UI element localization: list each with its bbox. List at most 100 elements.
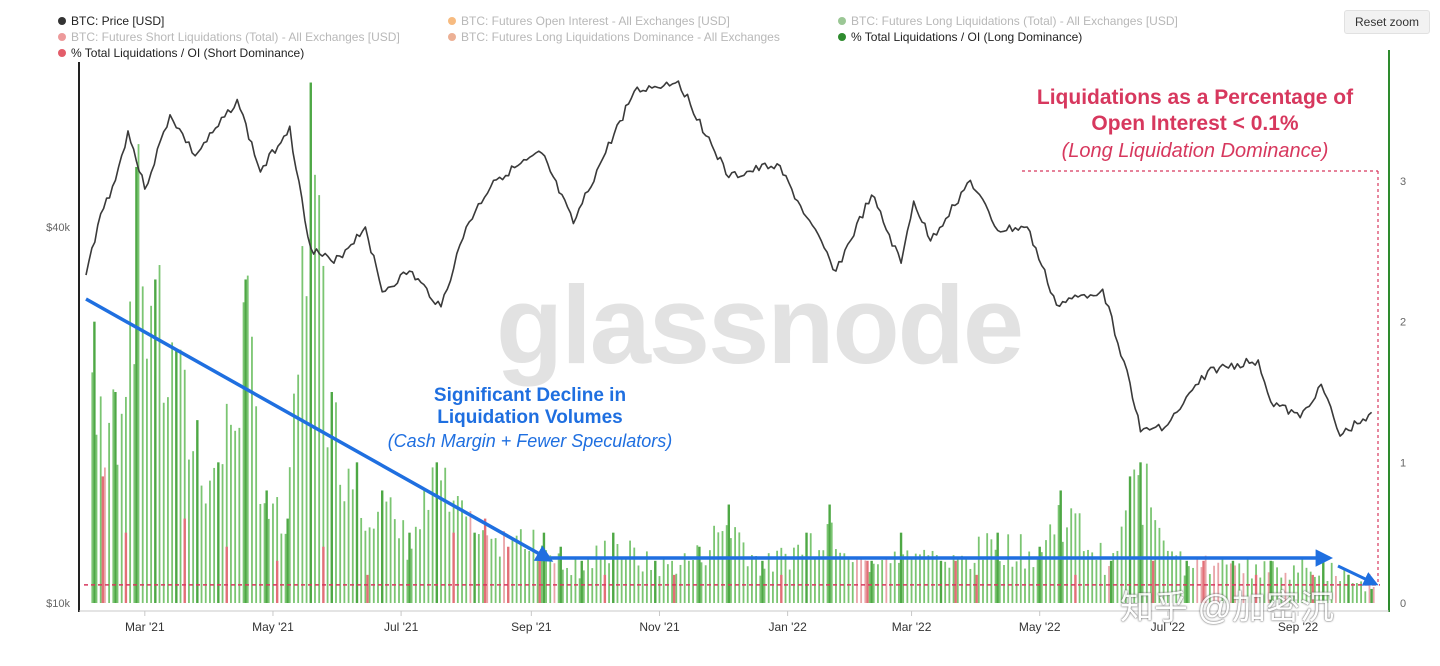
liquidation-bar [162,402,165,603]
liquidation-bar [826,524,829,603]
liquidation-bar [696,545,699,603]
liquidation-bar [1263,561,1266,603]
liquidation-bar [1145,463,1148,603]
decline-trend-arrow [85,297,554,562]
liquidation-bar [167,397,169,603]
long-dominance-bar [1109,560,1113,603]
reset-zoom-button[interactable]: Reset zoom [1344,10,1430,34]
liquidation-bar [931,550,934,603]
liquidation-bar [994,549,997,603]
liquidation-bar [839,552,842,603]
liquidation-bar [658,576,661,603]
liquidation-bar [1070,508,1073,603]
liquidation-bar [713,525,715,603]
liquidation-bar [406,559,409,603]
liquidation-bar [301,246,304,603]
btc-price-line [85,80,1373,437]
long-dominance-bar [1185,560,1188,603]
liquidation-bar [385,501,388,603]
short-dominance-bar [322,546,325,603]
liquidation-bar [1091,552,1094,603]
long-dominance-bar [473,532,476,603]
liquidation-bar [179,349,182,603]
liquidation-bar [1133,469,1136,603]
x-tick-label: Sep '21 [511,620,552,634]
liquidation-bar [1137,475,1140,603]
legend-item[interactable]: BTC: Futures Long Liquidations Dominance… [448,30,780,44]
axes [78,50,1390,612]
liquidation-bar [755,556,758,603]
y-left-tick-label: $40k [46,222,70,234]
long-dominance-bar [1231,560,1235,603]
liquidation-bar [843,553,846,603]
liquidation-bar [830,522,833,603]
liquidation-bar [616,544,619,603]
liquidation-bar [822,550,825,603]
liquidation-bar [1003,564,1005,603]
liquidation-bar [746,566,749,603]
legend-item[interactable]: % Total Liquidations / OI (Short Dominan… [58,46,304,60]
liquidation-bar [797,544,800,603]
legend-item[interactable]: BTC: Price [USD] [58,14,164,28]
long-dominance-bar [1128,476,1132,603]
liquidation-bar [1355,583,1358,603]
legend-item[interactable]: BTC: Futures Long Liquidations (Total) -… [838,14,1178,28]
liquidation-bar [1053,534,1056,603]
liquidation-bar [1154,520,1157,603]
liquidation-bar [570,575,573,603]
legend-item[interactable]: BTC: Futures Open Interest - All Exchang… [448,14,730,28]
liquidation-bar [574,558,577,603]
liquidation-bar [666,564,669,603]
liquidation-bar [1183,575,1186,603]
liquidation-bar [419,529,421,603]
short-dominance-bar [866,560,869,603]
legend-item[interactable]: BTC: Futures Short Liquidations (Total) … [58,30,400,44]
liquidation-bar [351,489,354,603]
legend-marker-icon [448,17,456,25]
liquidation-bar [578,578,581,603]
liquidation-bar [1313,576,1316,603]
legend-marker-icon [838,33,846,41]
liquidation-bar [801,554,804,603]
liquidation-bar [1318,575,1320,603]
liquidation-bar [982,559,984,603]
legend-marker-icon [448,33,456,41]
liquidation-bar [91,372,94,603]
long-dominance-bar [1269,560,1272,603]
liquidation-bar [524,549,526,603]
liquidation-bar [486,535,489,603]
liquidation-bar [1339,581,1341,603]
liquidation-bar [553,563,556,603]
long-dominance-bar [380,490,384,603]
liquidation-bar [305,296,308,603]
liquidation-bar [1011,566,1014,603]
liquidation-bar [1292,565,1295,603]
liquidation-bar [225,403,228,603]
long-dominance-bar [1139,462,1142,603]
long-dominance-bar [330,392,333,603]
liquidation-bar [717,532,720,603]
y-right-tick-label: 2 [1400,317,1406,329]
annotation-threshold-title: Liquidations as a Percentage of [1036,86,1354,109]
liquidation-bar [1334,575,1337,603]
liquidation-bar [1103,574,1106,603]
liquidation-bar [280,533,283,603]
x-tick-label: Nov '21 [639,620,680,634]
long-dominance-bar [1038,546,1041,603]
liquidation-bar [322,265,325,603]
legend-item[interactable]: % Total Liquidations / OI (Long Dominanc… [838,30,1082,44]
liquidation-bar [1032,567,1035,603]
long-dominance-bar [355,462,359,603]
short-dominance-bar [1074,574,1077,603]
liquidation-bar [1208,574,1211,603]
liquidation-bar [398,538,400,603]
long-dominance-bar [1370,588,1373,603]
liquidation-bar [620,557,623,603]
liquidation-bar [1225,564,1228,603]
liquidation-bar [540,545,543,603]
liquidation-bar [536,561,539,603]
liquidation-bar [910,557,913,603]
liquidation-bar [343,501,346,603]
liquidation-bar [503,531,505,603]
liquidation-bar [998,561,1001,603]
